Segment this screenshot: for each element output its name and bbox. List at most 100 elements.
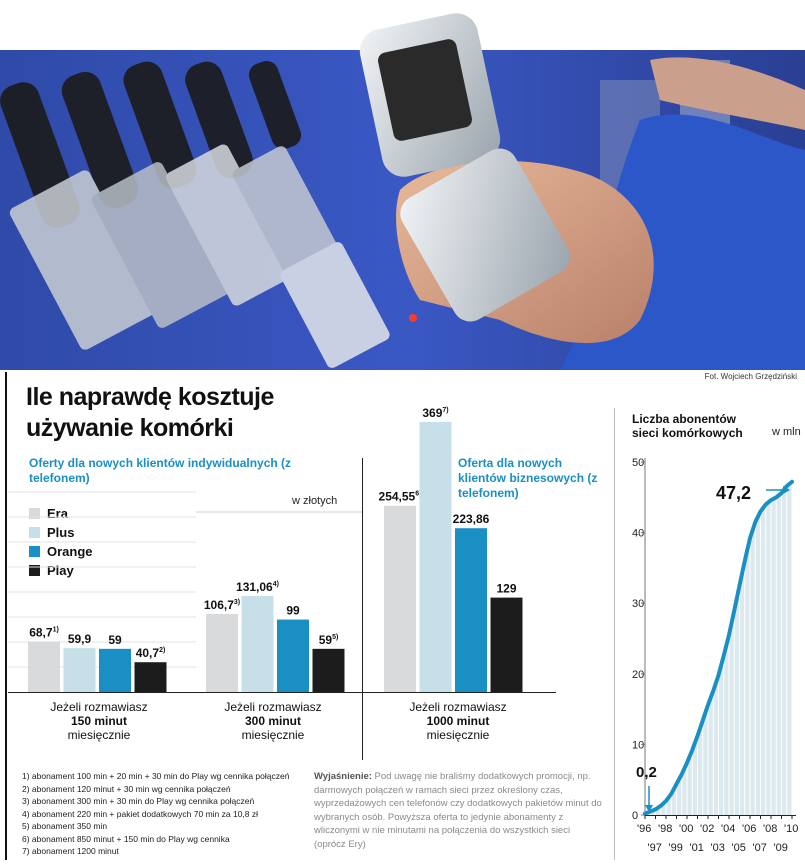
bar-play-3: [490, 597, 523, 692]
explanation-text: Pod uwagę nie braliśmy dodatkowych promo…: [314, 771, 602, 850]
y-tick-label: 50: [632, 457, 644, 469]
subscribers-chart-title: Liczba abonentów sieci komórkowych: [632, 412, 743, 440]
group-label-1000-line1: Jeżeli rozmawiasz: [409, 700, 507, 714]
y-tick-label: 10: [632, 739, 644, 751]
bar-value-label: 40,72): [136, 646, 166, 660]
bar-era-1: [28, 641, 60, 692]
header-photo: [0, 0, 805, 370]
bar-orange-2: [277, 619, 309, 692]
bar-play-1: [134, 662, 167, 692]
footnote-4: 4) abonament 220 min + pakiet dodatkowyc…: [22, 808, 259, 819]
bar-chart: 68,71) 106,73) 254,556) 59,9 131,064) 3697) 59…: [8, 406, 556, 760]
subtitle-individual: Oferty dla nowych klientów indywidualnyc…: [29, 456, 292, 485]
y-tick-label: 40: [632, 528, 644, 540]
bar-value-label: 131,064): [236, 580, 279, 594]
x-tick-label: '97: [648, 842, 662, 854]
title-line-2: używanie komórki: [26, 414, 234, 442]
bar-value-label: 254,556): [379, 490, 422, 504]
x-tick-label: '10: [784, 823, 798, 835]
legend-swatch-play: [29, 565, 40, 576]
bar-plus-3: [419, 422, 452, 692]
footnote-2: 2) abonament 120 minut + 30 min wg cenni…: [22, 783, 231, 794]
annotation-start-value: 0,2: [636, 764, 657, 781]
group-label-150-line1: Jeżeli rozmawiasz: [50, 700, 148, 714]
x-tick-label: '07: [753, 842, 767, 854]
annotation-start-arrowhead: [645, 805, 653, 812]
footnote-marker: 3): [234, 599, 240, 606]
bar-era-2: [206, 613, 238, 692]
x-tick-label: '01: [690, 842, 704, 854]
footnote-6: 6) abonament 850 minut + 150 min do Play…: [22, 833, 230, 844]
subscribers-line: [643, 479, 794, 816]
legend-label-plus: Plus: [47, 525, 75, 540]
legend-label-orange: Orange: [47, 544, 93, 559]
group-label-1000-line3: miesięcznie: [426, 728, 490, 742]
subscribers-chart-unit: w mln: [772, 426, 801, 438]
legend-swatch-plus: [29, 527, 40, 538]
footnote-marker: 2): [159, 647, 165, 654]
x-tick-label: '99: [669, 842, 683, 854]
bar-era-3: [384, 505, 416, 692]
legend-item-plus: Plus: [29, 523, 93, 542]
bar-orange-3: [455, 528, 487, 692]
footnotes: 1) abonament 100 min + 20 min + 30 min d…: [22, 770, 289, 858]
photo-credit: Fot. Wojciech Grzędziński: [704, 372, 797, 381]
bar-play-2: [312, 648, 345, 692]
page-title: Ile naprawdę kosztuje używanie komórki: [26, 382, 274, 444]
group-label-300: Jeżeli rozmawiasz 300 minut miesięcznie: [198, 700, 348, 742]
legend-swatch-era: [29, 508, 40, 519]
group-label-1000: Jeżeli rozmawiasz 1000 minut miesięcznie: [383, 700, 533, 742]
y-tick-label: 0: [632, 810, 638, 822]
x-tick-label: '00: [679, 823, 693, 835]
annotation-end-value: 47,2: [716, 483, 751, 503]
footnote-1: 1) abonament 100 min + 20 min + 30 min d…: [22, 771, 290, 781]
group-label-300-line2: 300 minut: [244, 714, 301, 728]
x-tick-label: '08: [763, 823, 777, 835]
footnote-marker: 1): [53, 627, 59, 634]
x-tick-label: '05: [732, 842, 746, 854]
bar-value-label: 106,73): [204, 598, 240, 612]
annotation-end-arrowhead: [783, 486, 790, 494]
column-divider: [614, 408, 615, 860]
group-label-300-line3: miesięcznie: [241, 728, 305, 742]
x-tick-label: '09: [774, 842, 788, 854]
x-tick-label: '03: [711, 842, 725, 854]
group-label-150-line2: 150 minut: [70, 714, 127, 728]
bar-value-label: 59,9: [68, 632, 92, 646]
explanation-heading: Wyjaśnienie:: [314, 771, 372, 782]
bar-plus-1: [63, 648, 96, 692]
left-rule: [5, 372, 7, 860]
footnote-7: 7) abonament 1200 minut: [22, 846, 119, 856]
x-tick-label: '06: [742, 823, 756, 835]
legend-swatch-orange: [29, 546, 40, 557]
y-tick-label: 30: [632, 598, 644, 610]
legend-item-orange: Orange: [29, 542, 93, 561]
bar-orange-1: [99, 648, 131, 692]
bar-value-label: 129: [496, 582, 516, 596]
bar-value-label: 223,86: [453, 512, 490, 526]
group-label-150-line3: miesięcznie: [67, 728, 131, 742]
explanation: Wyjaśnienie: Pod uwagę nie braliśmy doda…: [314, 770, 602, 851]
y-tick-label: 20: [632, 669, 644, 681]
bar-value-label: 59: [108, 633, 122, 647]
group-label-300-line1: Jeżeli rozmawiasz: [224, 700, 322, 714]
footnote-marker: 6): [415, 491, 421, 498]
title-line-1: Ile naprawdę kosztuje: [26, 383, 274, 411]
bar-value-label: 3697): [422, 406, 448, 420]
group-label-150: Jeżeli rozmawiasz 150 minut miesięcznie: [24, 700, 174, 742]
x-tick-label: '02: [700, 823, 714, 835]
x-tick-label: '96: [637, 823, 651, 835]
group-label-1000-line2: 1000 minut: [426, 714, 490, 728]
bar-plus-2: [241, 596, 274, 692]
footnote-5: 5) abonament 350 min: [22, 821, 108, 831]
subtitle-business: Oferta dla nowych klientów biznesowych (…: [458, 456, 598, 500]
x-tick-label: '98: [658, 823, 672, 835]
phone-photo-image: [0, 0, 805, 370]
bar-value-label: 99: [286, 604, 300, 618]
bar-value-label: 68,71): [29, 626, 59, 640]
footnote-3: 3) abonament 300 min + 30 min do Play wg…: [22, 796, 255, 806]
footnote-marker: 7): [442, 407, 448, 414]
x-tick-label: '04: [721, 823, 735, 835]
unit-label: w złotych: [292, 495, 338, 507]
